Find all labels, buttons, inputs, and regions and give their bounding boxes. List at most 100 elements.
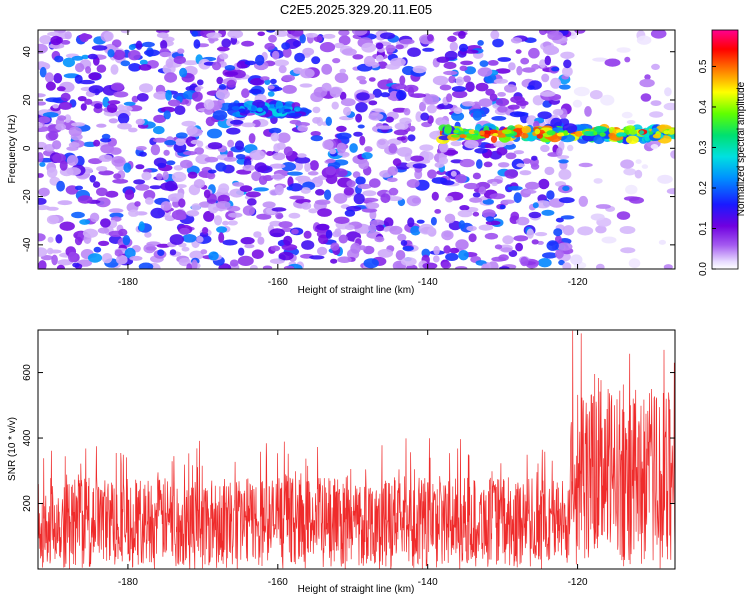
spectrogram-cell [499,204,506,210]
spectrogram-panel: -180 -160 -140 -120 -40 -20 0 20 40 Height of s… [7,29,676,296]
spectrogram-cell [377,125,393,130]
spectrogram-cell [477,67,493,77]
spectrogram-cell [363,245,375,255]
spectrogram-cell [516,163,526,168]
spectrogram-cell [399,38,415,45]
spectrogram-cell [242,205,255,216]
spectrogram-cell [93,246,102,253]
spectrogram-cell [634,169,643,179]
spectrogram-cell [538,178,550,190]
spectrogram-cell [644,74,651,80]
spectrogram-cell [46,215,60,225]
spectrogram-cell [412,65,427,74]
spectrogram-cell [399,75,406,86]
snr-y-axis-label: SNR (10 * v/v) [7,417,18,481]
spectrogram-cell [206,172,216,180]
spectrogram-cell [567,144,574,152]
spectrogram-cell [337,256,352,264]
spectrogram-cell [471,134,478,138]
spectrogram-cell [344,224,355,231]
figure-title: C2E5.2025.329.20.11.E05 [280,2,432,17]
spectrogram-cell [515,49,522,54]
spectrogram-cell [48,43,65,49]
spectrogram-cell [156,30,170,34]
spectrogram-cell [334,72,349,84]
spectrogram-cell [94,103,103,109]
spectrogram-cell [459,158,475,168]
spectrogram-cell [490,135,498,143]
spectrogram-cell [528,211,542,219]
spectrogram-cell [377,79,393,90]
spectrogram-cell [289,119,301,125]
spectrogram-cell [46,247,54,255]
spectrogram-cell [80,103,87,111]
spectrogram-cell [248,133,256,144]
spectrogram-cell [573,86,590,97]
spectrogram-cell [434,209,442,214]
spectrogram-cell [333,193,348,204]
spectrogram-cell [577,226,594,236]
spectrogram-cell [226,205,241,212]
spectrogram-cell [226,127,241,135]
spectrogram-cell [144,49,160,57]
spectrogram-cell [497,105,508,113]
spectrogram-cell [325,229,333,239]
spectrogram-cell [666,188,675,195]
spectrogram-cell [361,208,378,213]
spectrogram-cell [657,174,673,184]
spectrogram-cell [346,180,356,188]
spectrogram-cell [257,236,265,245]
spectrogram-cell [180,159,193,169]
spectrogram-cell [260,76,270,81]
spectrogram-cell [410,93,427,98]
spectrogram-cell [626,120,636,125]
spectrogram-cell [145,197,154,205]
spectrogram-cell [355,176,366,185]
spectrogram-cell [649,111,664,118]
spectrogram-cell [651,63,660,70]
spectrogram-cell [244,60,257,66]
spectrogram-cell [455,239,469,251]
spectrogram-cell [191,30,199,37]
spectrogram-cell [128,127,138,133]
spectrogram-cell [332,168,348,178]
spectrogram-cell [118,228,128,237]
spectrogram-cell [85,66,92,74]
spectrogram-cell [283,265,295,269]
spectrogram-cell [281,162,296,172]
spectrogram-cell [537,111,552,120]
spectrogram-cell [278,65,287,74]
spectrogram-cell [71,211,85,219]
spectrogram-cell [45,81,56,91]
spectrogram-cell [472,192,481,198]
spectrogram-cell [93,181,101,188]
spectrogram-cell [114,249,123,257]
spectrogram-cell [450,170,457,177]
spectrogram-cell [218,232,225,243]
spectrogram-cell [120,60,131,67]
spectrogram-cell [528,47,540,59]
spectrogram-cell [450,141,462,147]
spectrogram-cell [501,199,515,204]
spectrogram-cell [222,220,229,226]
spectrogram-cell [100,218,111,228]
spectrogram-cell [600,94,615,106]
spectrogram-cell [100,137,112,143]
spectrogram-cell [455,266,468,269]
spectrogram-cell [556,147,563,157]
spectrogram-cell [443,245,451,254]
spectrogram-cell [218,183,230,194]
spectrogram-cell [113,91,129,98]
spectrogram-cell [546,190,555,200]
spectrogram-cell [407,86,415,97]
spectrogram-cell [563,59,572,69]
spectrogram-cell [59,160,68,171]
spectrogram-cell [230,119,244,125]
spectrogram-cell [374,236,385,243]
y-tick-label: 20 [22,94,33,106]
spectrogram-cell [153,137,167,143]
spectrogram-cell [663,130,670,135]
spectrogram-cell [443,61,457,70]
spectrogram-cell [508,62,516,71]
spectrogram-cell [268,127,282,134]
